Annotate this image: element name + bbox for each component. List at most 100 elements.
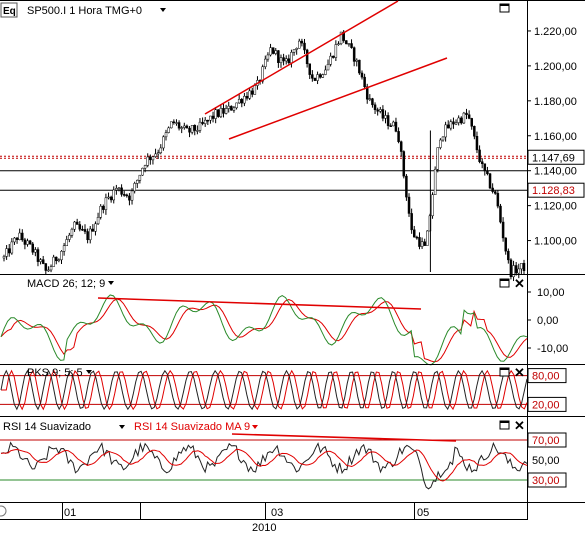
candle-body (488, 173, 492, 189)
y-tick-label: 1.100,00 (534, 236, 577, 248)
pks-dropdown-icon[interactable] (86, 370, 92, 374)
candle-body (188, 127, 191, 133)
candle-body (143, 165, 147, 169)
candle-body (311, 74, 314, 79)
candle-body (274, 50, 278, 54)
candle-body (386, 115, 390, 126)
rsi-dropdown-icon[interactable] (119, 425, 125, 429)
title-dropdown-icon[interactable] (160, 8, 166, 12)
candle-body (88, 228, 92, 241)
candle-body (504, 237, 507, 252)
candle-body (15, 237, 19, 240)
candle-body (473, 126, 476, 137)
rsi-panel[interactable]: 70,00 50,00 30,00 RSI 14 Suavizado RSI 14 … (0, 418, 567, 490)
candle-body (196, 130, 199, 132)
candle-body (55, 256, 58, 262)
candle-body (316, 74, 319, 81)
candle-body (457, 117, 460, 123)
candle-body (104, 197, 108, 210)
candle-body (156, 152, 160, 155)
candle-body (183, 125, 186, 128)
candle-body (240, 99, 244, 104)
candle-body (415, 236, 419, 239)
macd-panel[interactable]: MACD 26; 12; 9 ✕ 10,00 0,00 -10,00 (0, 276, 568, 366)
candle-body (232, 107, 236, 111)
candle-body (222, 107, 225, 114)
candle-body (224, 108, 228, 114)
candle-body (413, 229, 416, 238)
rsi-close-icon[interactable]: ✕ (514, 418, 525, 433)
candle-body (235, 102, 238, 109)
candle-body (329, 55, 332, 65)
candle-body (133, 183, 136, 192)
candle-body (78, 224, 82, 230)
candle-body (426, 230, 429, 246)
candle-body (149, 156, 152, 161)
pks-title[interactable]: PKS 9; 5; 5 (27, 367, 83, 379)
macd-dropdown-icon[interactable] (108, 281, 114, 285)
candle-body (107, 196, 110, 199)
candle-body (201, 121, 204, 124)
candle-body (407, 196, 411, 214)
candle-body (439, 139, 442, 148)
candle-body (122, 194, 126, 196)
candle-body (360, 72, 364, 78)
candle-body (219, 107, 223, 117)
candle-body (475, 135, 479, 151)
candle-body (308, 63, 311, 75)
candle-body (460, 117, 463, 124)
candle-body (120, 187, 123, 195)
candle-body (177, 122, 181, 129)
y-tick-label: 1.120,00 (534, 201, 577, 213)
candle-body (350, 43, 353, 48)
macd-title[interactable]: MACD 26; 12; 9 (27, 278, 105, 290)
candle-body (420, 241, 424, 247)
macd-close-icon[interactable]: ✕ (514, 276, 525, 291)
candle-body (373, 104, 377, 111)
level-label-box (527, 368, 567, 384)
candle-body (467, 114, 471, 119)
candle-body (154, 153, 157, 157)
price-panel[interactable]: Eq SP500.I 1 Hora TMG+0 1.220,00 1.200,00… (0, 0, 585, 282)
candle-body (112, 189, 115, 201)
candle-body (522, 263, 526, 271)
candle-body (18, 232, 21, 240)
scroll-handle-icon[interactable] (0, 505, 7, 517)
candle-body (115, 188, 118, 191)
candle-body (363, 76, 366, 88)
pks-close-icon[interactable]: ✕ (514, 365, 525, 380)
rsi-ma-title[interactable]: RSI 14 Suavizado MA 9 (134, 421, 250, 433)
trend-line-lower (228, 57, 448, 140)
rsi-ma-dropdown-icon[interactable] (252, 425, 258, 429)
candle-body (117, 187, 121, 190)
pks-panel[interactable]: 80,00 20,00 PKS 9; 5; 5 ✕ (0, 365, 567, 412)
candle-body (520, 263, 523, 270)
candle-body (347, 43, 351, 45)
rsi-title[interactable]: RSI 14 Suavizado (3, 421, 91, 433)
candle-body (266, 54, 270, 60)
pks-lines (0, 369, 528, 411)
candle-body (146, 156, 149, 166)
time-axis[interactable]: 01 03 05 2010 (0, 503, 527, 534)
candle-body (243, 95, 246, 104)
candle-body (5, 248, 8, 257)
candle-body (31, 243, 34, 253)
rsi-line (0, 441, 528, 490)
candle-body (49, 266, 53, 271)
level-label: 20,00 (532, 399, 560, 411)
candle-body (109, 196, 113, 201)
candle-body (96, 217, 100, 225)
candle-body (517, 268, 521, 274)
candle-body (70, 228, 74, 236)
candle-body (159, 147, 163, 153)
y-tick-label: 1.200,00 (534, 61, 577, 73)
candle-body (36, 249, 40, 262)
instrument-title[interactable]: SP500.I 1 Hora TMG+0 (27, 5, 142, 17)
candle-body (371, 98, 374, 106)
candle-body (62, 245, 66, 252)
candle-body (376, 109, 379, 112)
candle-body (496, 193, 500, 207)
candle-body (352, 47, 356, 62)
candle-body (41, 259, 45, 264)
